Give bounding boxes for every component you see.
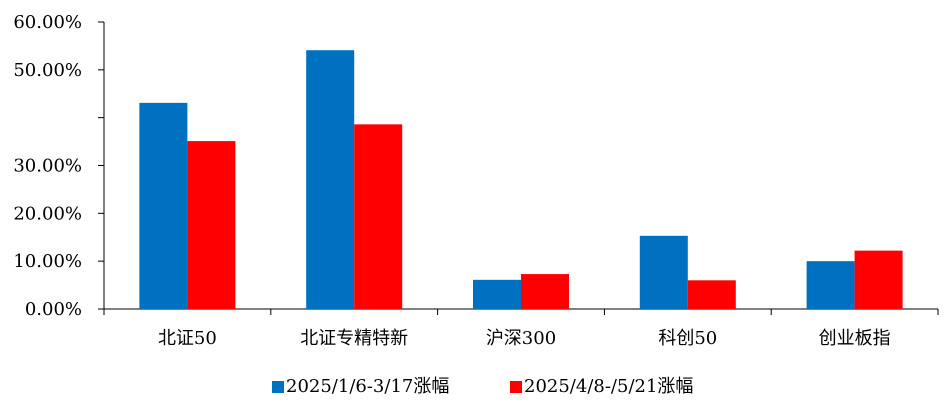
bar [187, 141, 236, 309]
bars [139, 50, 903, 309]
bar [473, 279, 521, 309]
y-tick-label: 50.00% [13, 60, 82, 81]
legend-label: 2025/1/6-3/17涨幅 [286, 376, 449, 397]
bar [306, 50, 355, 309]
x-tick-label: 北证50 [158, 328, 217, 349]
bar [639, 235, 688, 309]
bar [354, 124, 403, 309]
labels: 0.00% 10.00% 20.00% 30.00% 50.00% 60.00% 北证50 北… [13, 12, 890, 349]
legend-swatch [510, 381, 522, 393]
bar [854, 250, 903, 309]
y-tick-label: 30.00% [13, 156, 82, 177]
bar [806, 261, 855, 309]
y-tick-label: 10.00% [13, 251, 82, 272]
bar [139, 102, 188, 309]
bar [687, 280, 736, 309]
bar [521, 274, 569, 309]
x-tick-label: 北证专精特新 [300, 328, 408, 349]
y-tick-label: 0.00% [25, 299, 82, 320]
y-tick-label: 60.00% [13, 12, 82, 33]
legend-swatch [272, 381, 284, 393]
y-tick-label: 20.00% [13, 203, 82, 224]
legend: 2025/1/6-3/17涨幅 2025/4/8-/5/21涨幅 [272, 376, 693, 397]
x-tick-label: 创业板指 [819, 328, 891, 349]
legend-label: 2025/4/8-/5/21涨幅 [524, 376, 693, 397]
x-tick-label: 科创50 [658, 328, 717, 349]
x-tick-label: 沪深300 [486, 328, 556, 349]
